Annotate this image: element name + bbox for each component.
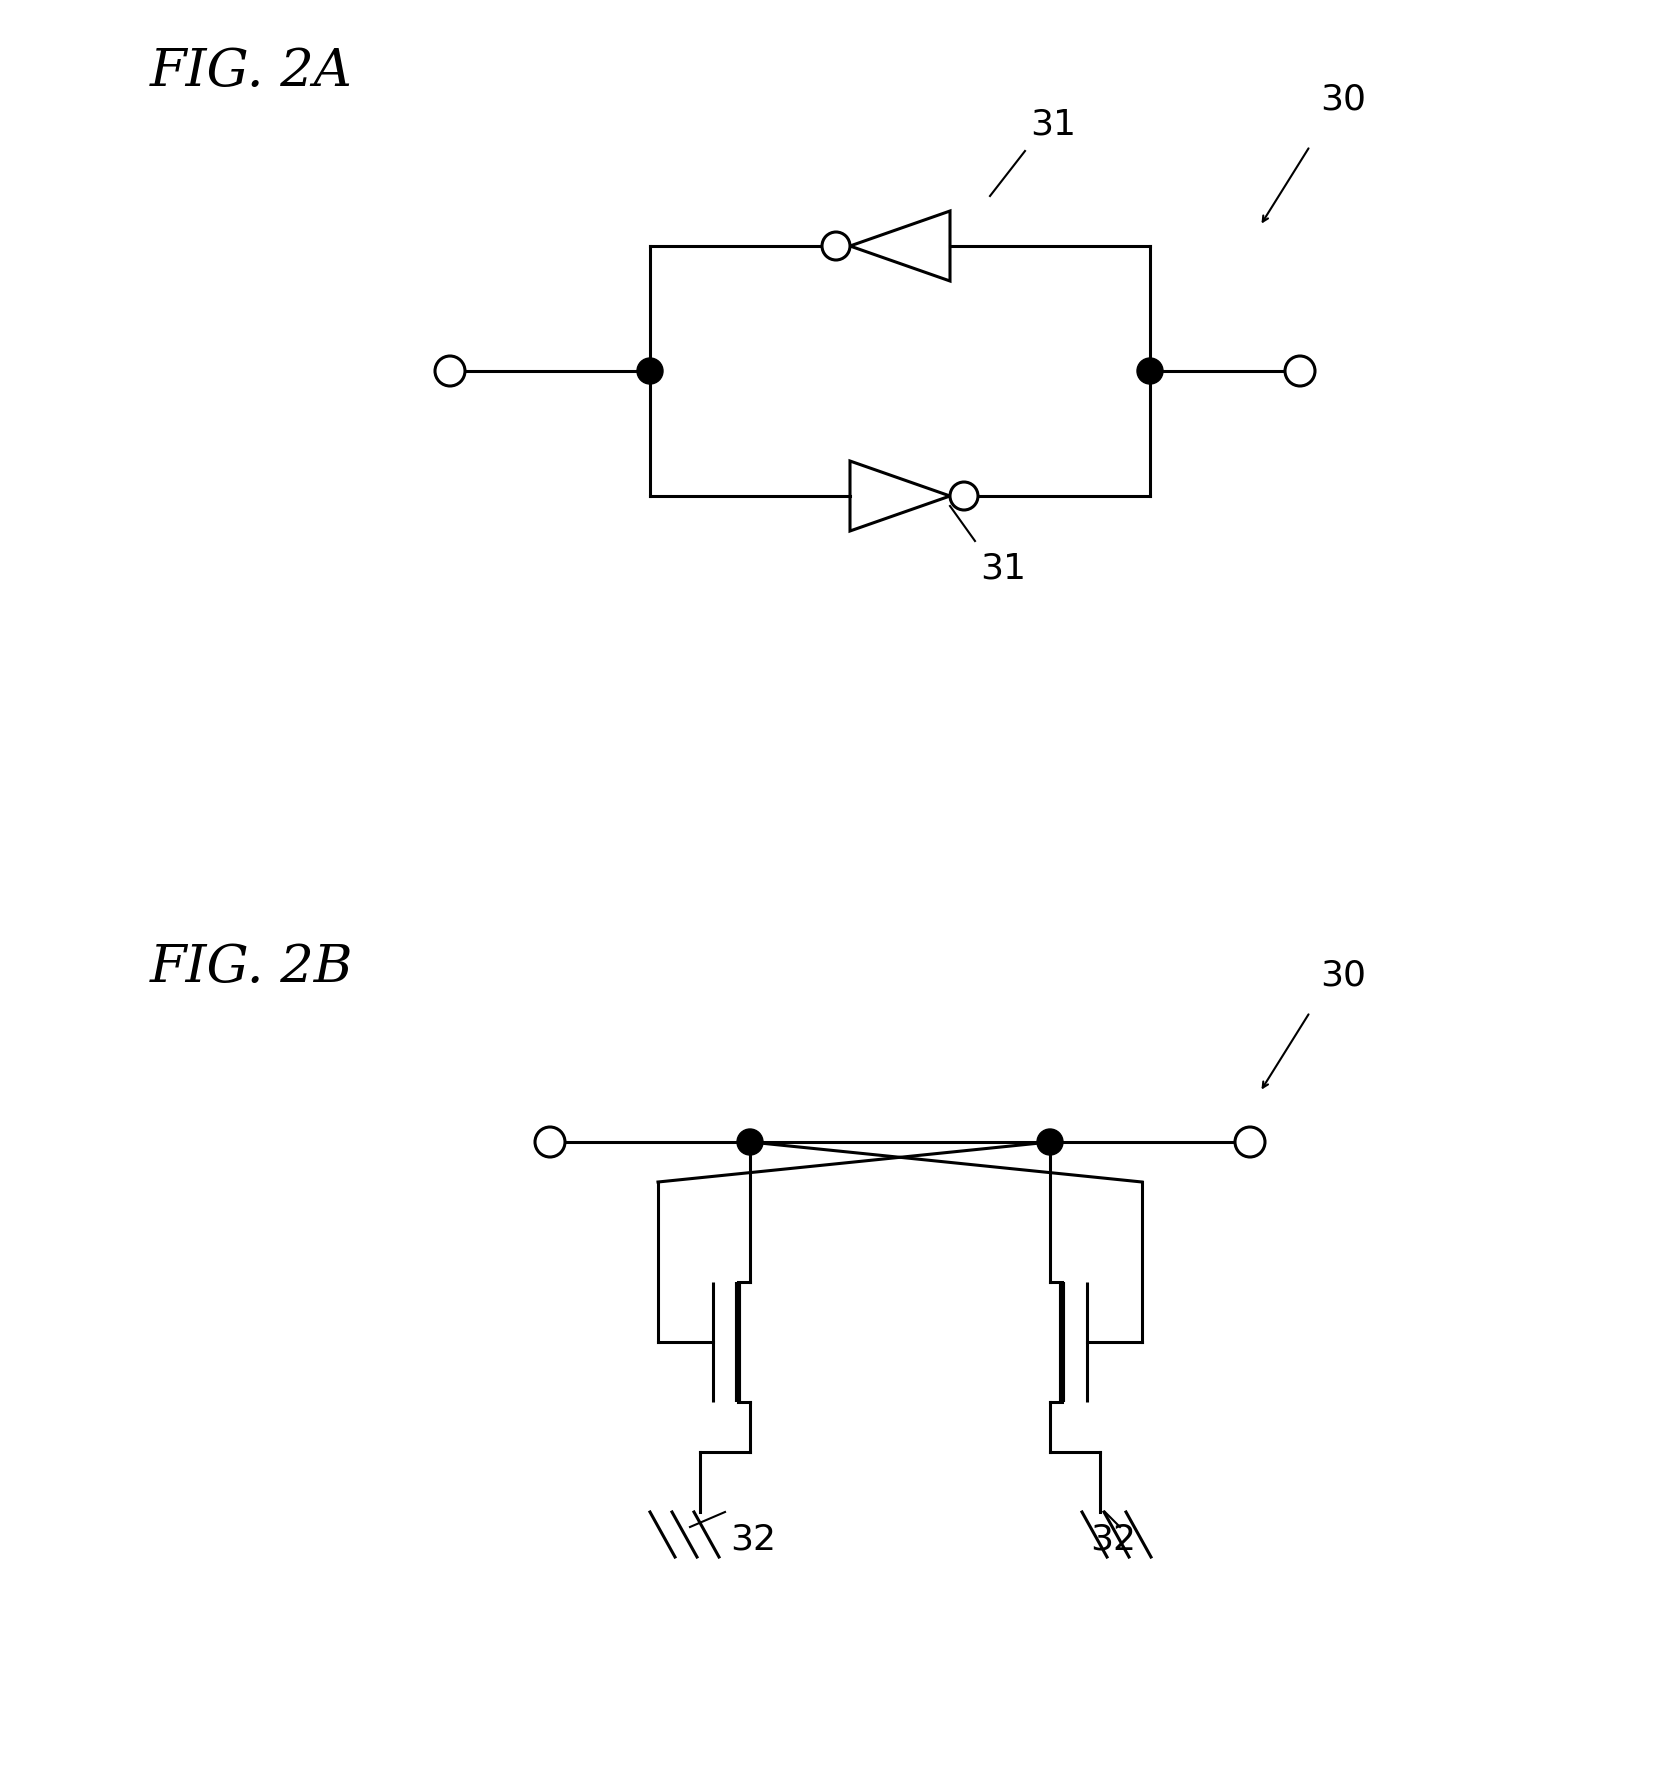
Text: 30: 30 bbox=[1320, 82, 1365, 116]
Text: 31: 31 bbox=[1029, 108, 1076, 142]
Circle shape bbox=[535, 1127, 565, 1158]
Circle shape bbox=[1235, 1127, 1265, 1158]
Circle shape bbox=[1285, 357, 1315, 385]
Text: 32: 32 bbox=[1089, 1521, 1136, 1555]
Circle shape bbox=[951, 482, 978, 511]
Text: FIG. 2B: FIG. 2B bbox=[150, 943, 354, 993]
Circle shape bbox=[637, 358, 663, 383]
Circle shape bbox=[434, 357, 465, 385]
Text: 31: 31 bbox=[979, 550, 1026, 584]
Circle shape bbox=[737, 1129, 764, 1156]
Text: FIG. 2A: FIG. 2A bbox=[150, 47, 353, 97]
Circle shape bbox=[822, 231, 851, 260]
Circle shape bbox=[1136, 358, 1163, 383]
Text: 32: 32 bbox=[730, 1521, 775, 1555]
Text: 30: 30 bbox=[1320, 959, 1365, 993]
Circle shape bbox=[1038, 1129, 1063, 1156]
